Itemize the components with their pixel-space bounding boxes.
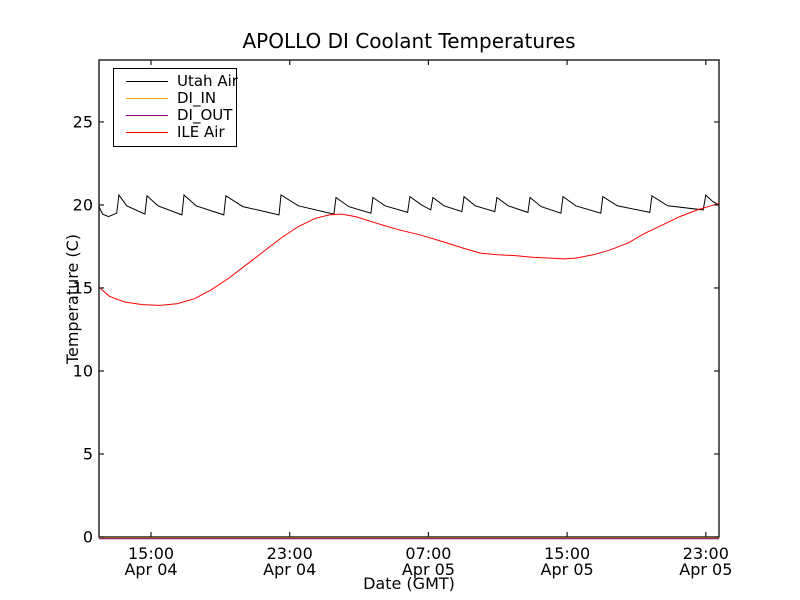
y-tick-label: 10 xyxy=(73,361,93,380)
legend-label: ILE Air xyxy=(177,123,225,141)
x-tick-label-time: 15:00 xyxy=(544,544,590,563)
legend-entry: ILE Air xyxy=(114,124,236,141)
x-tick-label-time: 07:00 xyxy=(405,544,451,563)
legend-label: DI_OUT xyxy=(177,106,233,124)
legend-entry: Utah Air xyxy=(114,72,238,90)
x-tick-label-time: 23:00 xyxy=(267,544,313,563)
legend: Utah Air DI_IN DI_OUT ILE Air xyxy=(113,68,238,147)
x-tick-label-date: Apr 05 xyxy=(541,560,594,579)
y-tick-label: 20 xyxy=(73,195,93,214)
legend-entry: DI_IN xyxy=(114,90,236,107)
x-tick-label-date: Apr 05 xyxy=(679,560,732,579)
series-line-ile-air xyxy=(98,202,720,306)
line-swatch-icon xyxy=(126,132,168,133)
chart-title: APOLLO DI Coolant Temperatures xyxy=(242,29,576,53)
y-tick-label: 0 xyxy=(83,528,93,547)
line-swatch-icon xyxy=(126,81,168,82)
x-tick-label-time: 15:00 xyxy=(128,544,174,563)
legend-label: Utah Air xyxy=(177,72,238,90)
x-tick-label-time: 23:00 xyxy=(683,544,729,563)
line-swatch-icon xyxy=(126,115,168,116)
series-line-utah-air xyxy=(98,193,720,218)
line-swatch-icon xyxy=(126,98,168,99)
legend-entry: DI_OUT xyxy=(114,107,236,124)
x-tick-label-date: Apr 04 xyxy=(124,560,177,579)
y-tick-label: 25 xyxy=(73,112,93,131)
x-tick-label-date: Apr 04 xyxy=(263,560,316,579)
y-tick-label: 15 xyxy=(73,278,93,297)
y-tick-label: 5 xyxy=(83,444,93,463)
legend-label: DI_IN xyxy=(177,89,217,107)
y-axis-label: Temperature (C) xyxy=(63,233,82,365)
x-tick-label-date: Apr 05 xyxy=(402,560,455,579)
x-axis-label: Date (GMT) xyxy=(363,574,455,593)
plot-border xyxy=(98,59,720,538)
